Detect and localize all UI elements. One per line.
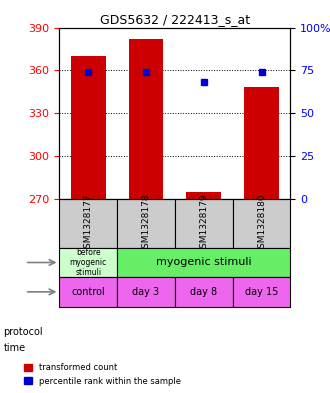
- Text: GSM1328180: GSM1328180: [257, 193, 266, 253]
- Text: GSM1328178: GSM1328178: [142, 193, 150, 253]
- Bar: [71, 56, 106, 199]
- FancyBboxPatch shape: [117, 199, 175, 248]
- FancyBboxPatch shape: [233, 199, 290, 248]
- Bar: [244, 88, 279, 199]
- Text: GSM1328179: GSM1328179: [199, 193, 208, 253]
- Text: before
myogenic
stimuli: before myogenic stimuli: [70, 248, 107, 277]
- Text: day 8: day 8: [190, 287, 217, 297]
- Bar: [186, 192, 221, 199]
- FancyBboxPatch shape: [59, 248, 117, 277]
- Legend: transformed count, percentile rank within the sample: transformed count, percentile rank withi…: [21, 360, 184, 389]
- Text: protocol: protocol: [3, 327, 43, 337]
- FancyBboxPatch shape: [233, 277, 290, 307]
- FancyBboxPatch shape: [117, 277, 175, 307]
- FancyBboxPatch shape: [175, 199, 233, 248]
- Text: day 15: day 15: [245, 287, 278, 297]
- Text: day 3: day 3: [132, 287, 160, 297]
- Text: time: time: [3, 343, 25, 353]
- FancyBboxPatch shape: [59, 199, 117, 248]
- FancyBboxPatch shape: [175, 277, 233, 307]
- Text: myogenic stimuli: myogenic stimuli: [156, 257, 251, 268]
- FancyBboxPatch shape: [117, 248, 290, 277]
- Text: GSM1328177: GSM1328177: [84, 193, 93, 253]
- Title: GDS5632 / 222413_s_at: GDS5632 / 222413_s_at: [100, 13, 250, 26]
- FancyBboxPatch shape: [59, 277, 117, 307]
- Bar: [129, 39, 163, 199]
- Text: control: control: [71, 287, 105, 297]
